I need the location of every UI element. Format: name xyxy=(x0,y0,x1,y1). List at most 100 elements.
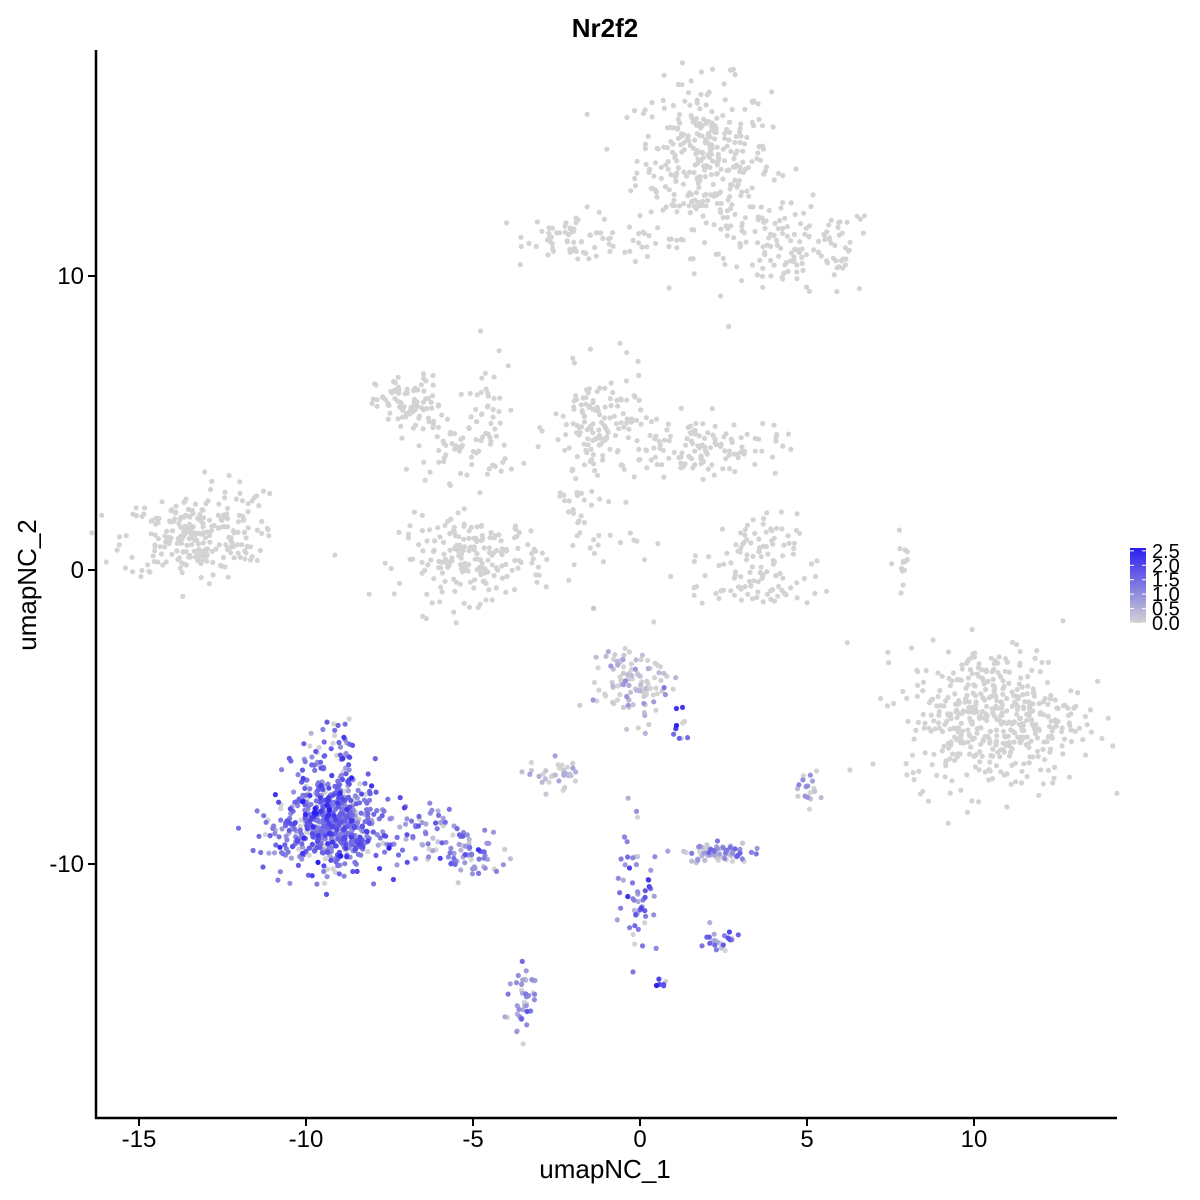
cell-point xyxy=(385,416,391,422)
cell-point xyxy=(354,820,361,826)
cell-point xyxy=(236,512,242,519)
cell-point xyxy=(721,81,727,87)
cell-point xyxy=(637,456,643,463)
cell-point xyxy=(209,548,215,554)
cell-point xyxy=(697,177,703,183)
cell-point xyxy=(145,562,151,568)
cell-point xyxy=(606,241,612,247)
cell-point xyxy=(338,831,344,837)
cell-point xyxy=(993,703,999,710)
cell-point xyxy=(247,557,254,563)
cell-point xyxy=(754,272,761,278)
cell-point xyxy=(836,232,842,238)
cell-point xyxy=(999,705,1005,711)
cell-point xyxy=(428,399,434,405)
cell-point xyxy=(222,489,228,495)
legend-tick-label: 1.0 xyxy=(1152,584,1180,606)
cell-point xyxy=(148,518,154,524)
cell-point xyxy=(534,579,540,585)
cell-point xyxy=(959,666,966,672)
cell-point xyxy=(668,573,674,580)
cell-point xyxy=(718,293,724,299)
cell-point xyxy=(423,831,429,837)
cell-point xyxy=(779,587,785,594)
cell-point xyxy=(648,867,654,873)
cell-point xyxy=(636,240,642,246)
cell-point xyxy=(967,667,974,673)
cell-point xyxy=(990,746,996,752)
cell-point xyxy=(618,905,624,911)
cell-point xyxy=(584,204,590,210)
cell-point xyxy=(681,169,687,175)
cell-point xyxy=(607,532,613,538)
cell-point xyxy=(724,143,730,149)
cell-point xyxy=(721,561,727,567)
cell-point xyxy=(760,421,766,427)
cell-point xyxy=(441,458,447,465)
cell-point xyxy=(624,693,630,700)
cell-point xyxy=(705,118,711,124)
cell-point xyxy=(794,269,800,275)
cell-point xyxy=(192,537,198,544)
cell-point xyxy=(266,533,272,539)
cell-point xyxy=(371,881,377,887)
cell-point xyxy=(891,700,897,707)
cell-point xyxy=(552,772,559,778)
cell-point xyxy=(466,548,472,554)
cell-point xyxy=(661,72,667,78)
cell-point xyxy=(941,743,947,749)
cell-point xyxy=(1045,701,1051,708)
cell-point xyxy=(596,412,603,418)
cell-point xyxy=(273,842,279,848)
cell-point xyxy=(552,753,558,759)
cell-point xyxy=(462,852,468,858)
cell-point xyxy=(591,537,597,543)
cell-point xyxy=(439,840,445,846)
cell-point xyxy=(476,448,482,454)
cell-point xyxy=(647,685,654,692)
cell-point xyxy=(824,588,830,594)
cell-point xyxy=(1114,790,1120,796)
cell-point xyxy=(911,736,917,742)
cell-point xyxy=(943,761,949,767)
cell-point xyxy=(954,677,960,683)
cell-point xyxy=(952,734,958,740)
cell-point xyxy=(330,866,336,872)
cell-point xyxy=(749,185,755,191)
cell-point xyxy=(346,767,352,773)
cell-point xyxy=(328,857,334,863)
cell-point xyxy=(1110,743,1116,749)
cell-point xyxy=(407,523,413,529)
cell-point xyxy=(642,730,648,737)
cell-point xyxy=(578,239,585,245)
cell-point xyxy=(484,840,490,846)
cell-point xyxy=(420,548,426,554)
cell-point xyxy=(409,818,415,824)
cell-point xyxy=(549,225,556,231)
cell-point xyxy=(843,256,849,262)
cell-point xyxy=(179,570,185,576)
cell-point xyxy=(309,754,315,760)
cell-point xyxy=(385,400,391,406)
cell-point xyxy=(315,859,321,866)
cell-point xyxy=(324,874,330,880)
cell-point xyxy=(396,580,403,586)
cell-point xyxy=(570,467,576,473)
cell-point xyxy=(461,523,467,529)
cell-point xyxy=(821,232,828,238)
cell-point xyxy=(965,739,971,745)
cell-point xyxy=(652,660,658,667)
cell-point xyxy=(955,729,961,735)
cell-point xyxy=(651,699,657,705)
cell-point xyxy=(509,567,515,573)
cell-point xyxy=(984,718,990,724)
cell-point xyxy=(724,233,730,239)
cell-point xyxy=(978,691,984,697)
cell-point xyxy=(419,559,425,565)
cell-point xyxy=(421,388,427,394)
cell-point xyxy=(421,371,427,377)
cell-point xyxy=(466,561,472,568)
cell-point xyxy=(302,759,308,765)
cell-point xyxy=(478,389,484,395)
